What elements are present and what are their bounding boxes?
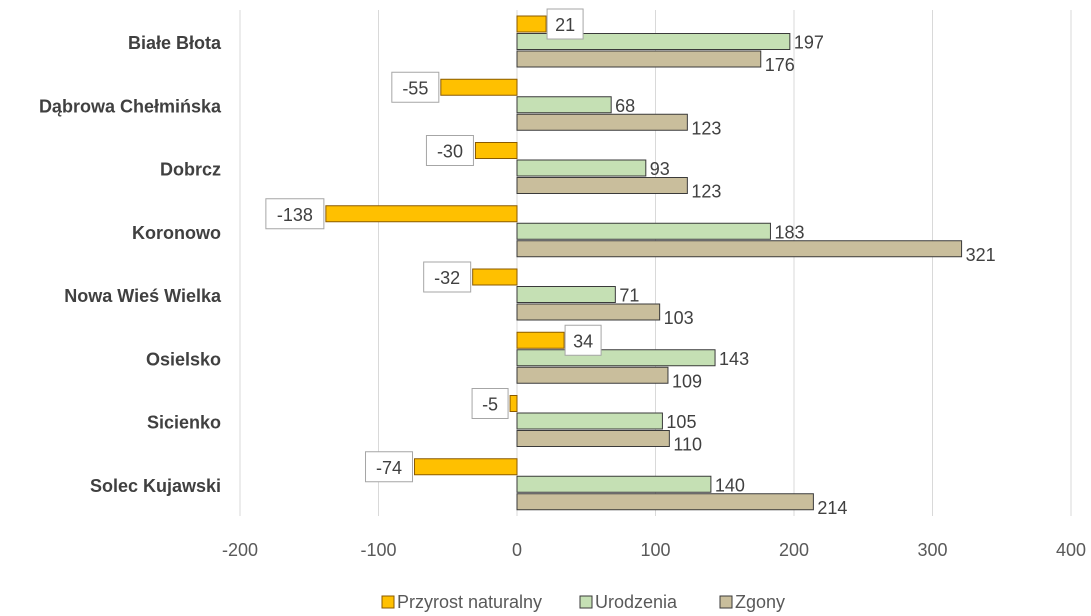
category-labels: Białe Błota Dąbrowa Chełmińska Dobrcz Koron… [39, 33, 222, 496]
bar-przyrost-naturalny-koronowo [325, 205, 518, 223]
legend-label-zgony: Zgony [735, 592, 785, 612]
bar-zgony-koronowo [516, 240, 963, 258]
data-label-przyrost-naturalny-sicienko: -5 [482, 395, 498, 415]
legend-swatch-zgony [719, 595, 733, 609]
data-label-urodzenia-osielsko: 143 [719, 349, 749, 369]
bar-przyrost-naturalny-sicienko [509, 395, 518, 412]
data-label-box-koronowo [265, 198, 325, 230]
data-label-zgony-dabrowa-chelminska: 123 [691, 118, 721, 138]
legend: Przyrost naturalny Urodzenia Zgony [381, 592, 785, 612]
data-label-box-sicienko [471, 388, 509, 419]
bar-zgony-osielsko [516, 366, 669, 384]
tick-label-0: 0 [512, 540, 522, 560]
tick-label--200: -200 [222, 540, 258, 560]
data-label-box-osielsko [564, 324, 602, 356]
bar-urodzenia-koronowo [516, 222, 771, 240]
legend-label-urodzenia: Urodzenia [595, 592, 678, 612]
data-label-zgony-dobrcz: 123 [691, 182, 721, 202]
data-label-przyrost-naturalny-dobrcz: -30 [437, 142, 463, 162]
legend-swatch-urodzenia [579, 595, 593, 609]
data-label-przyrost-naturalny-biale-blota: 21 [555, 15, 575, 35]
data-label-zgony-osielsko: 109 [672, 371, 702, 391]
bar-urodzenia-biale-blota [516, 33, 791, 50]
data-label-box-dobrcz [425, 135, 474, 166]
category-label-biale-blota: Białe Błota [128, 33, 222, 53]
data-label-box-nowa-wies-wielka [423, 261, 472, 293]
tick-label-400: 400 [1056, 540, 1086, 560]
bar-przyrost-naturalny-dabrowa-chelminska [440, 78, 518, 96]
bar-przyrost-naturalny-solec-kujawski [414, 458, 518, 476]
x-axis-tick-labels: -200 -100 0 100 200 300 400 [222, 540, 1086, 560]
data-label-zgony-biale-blota: 176 [765, 55, 795, 75]
bar-przyrost-naturalny-dobrcz [474, 142, 518, 159]
data-label-zgony-sicienko: 110 [673, 435, 702, 455]
bars [325, 15, 963, 511]
data-label-urodzenia-koronowo: 183 [774, 222, 804, 242]
data-label-urodzenia-biale-blota: 197 [794, 33, 824, 53]
data-label-przyrost-naturalny-dabrowa-chelminska: -55 [402, 78, 428, 98]
category-label-nowa-wies-wielka: Nowa Wieś Wielka [64, 286, 222, 306]
data-label-przyrost-naturalny-koronowo: -138 [277, 205, 313, 225]
tick-label--100: -100 [360, 540, 396, 560]
bar-urodzenia-nowa-wies-wielka [516, 286, 616, 303]
bar-przyrost-naturalny-biale-blota [516, 15, 547, 33]
category-label-osielsko: Osielsko [146, 349, 221, 369]
data-label-box-biale-blota [546, 8, 584, 40]
data-label-box-dabrowa-chelminska [391, 71, 440, 103]
category-label-sicienko: Sicienko [147, 413, 221, 433]
bar-zgony-dobrcz [516, 177, 688, 194]
bar-zgony-biale-blota [516, 50, 762, 68]
bar-zgony-nowa-wies-wielka [516, 303, 661, 321]
category-label-solec-kujawski: Solec Kujawski [90, 476, 221, 496]
category-label-dobrcz: Dobrcz [160, 160, 221, 180]
data-label-zgony-nowa-wies-wielka: 103 [664, 308, 694, 328]
bar-urodzenia-osielsko [516, 349, 716, 367]
data-label-urodzenia-dobrcz: 93 [650, 159, 670, 179]
data-label-zgony-solec-kujawski: 214 [817, 498, 847, 518]
tick-label-300: 300 [917, 540, 947, 560]
bar-zgony-sicienko [516, 430, 670, 447]
data-label-przyrost-naturalny-nowa-wies-wielka: -32 [434, 268, 460, 288]
legend-swatch-przyrost-naturalny [381, 595, 395, 609]
tick-label-200: 200 [779, 540, 809, 560]
data-label-box-solec-kujawski [365, 451, 414, 483]
data-label-przyrost-naturalny-osielsko: 34 [573, 331, 593, 351]
data-label-urodzenia-dabrowa-chelminska: 68 [615, 96, 635, 116]
data-label-urodzenia-nowa-wies-wielka: 71 [619, 286, 639, 306]
bar-urodzenia-dabrowa-chelminska [516, 96, 612, 114]
data-label-urodzenia-sicienko: 105 [666, 412, 696, 432]
bar-przyrost-naturalny-nowa-wies-wielka [472, 268, 518, 286]
data-label-zgony-koronowo: 321 [966, 245, 996, 265]
bar-urodzenia-solec-kujawski [516, 475, 712, 493]
tick-label-100: 100 [640, 540, 670, 560]
legend-label-przyrost-naturalny: Przyrost naturalny [397, 592, 542, 612]
category-label-dabrowa-chelminska: Dąbrowa Chełmińska [39, 96, 222, 116]
bar-zgony-solec-kujawski [516, 493, 814, 511]
bar-urodzenia-sicienko [516, 412, 663, 430]
data-label-urodzenia-solec-kujawski: 140 [715, 475, 745, 495]
bar-przyrost-naturalny-osielsko [516, 331, 565, 349]
bar-urodzenia-dobrcz [516, 159, 647, 177]
category-label-koronowo: Koronowo [132, 223, 221, 243]
bar-zgony-dabrowa-chelminska [516, 113, 688, 131]
data-label-przyrost-naturalny-solec-kujawski: -74 [376, 458, 402, 478]
